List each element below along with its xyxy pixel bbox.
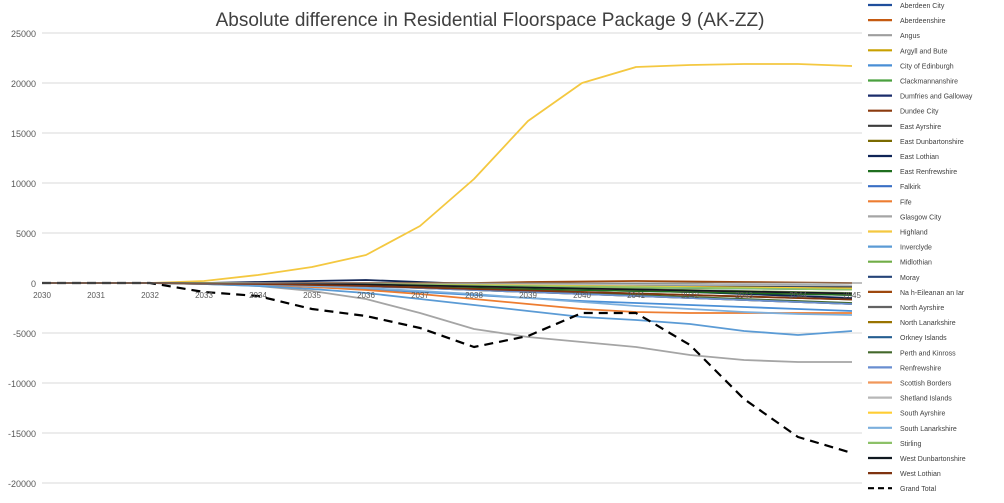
series-line-glasgow-city [42, 282, 852, 363]
x-tick-label: 2036 [357, 291, 375, 300]
legend-label: Fife [900, 199, 912, 206]
legend-label: Clackmannanshire [900, 79, 958, 86]
legend-label: North Ayrshire [900, 305, 944, 312]
x-tick-label: 2035 [303, 291, 321, 300]
legend-label: Na h-Eileanan an Iar [900, 290, 965, 297]
y-axis-ticks: 25000 20000 15000 10000 5000 0 -5000 -10000 -150… [8, 29, 36, 489]
legend-label: Falkirk [900, 184, 921, 191]
x-tick-label: 2037 [411, 291, 429, 300]
x-tick-label: 2045 [843, 291, 861, 300]
legend-label: Glasgow City [900, 214, 942, 221]
x-tick-label: 2030 [33, 291, 51, 300]
series-line-grand-total [42, 281, 853, 455]
legend-label: Angus [900, 33, 920, 40]
legend-label: Argyll and Bute [900, 48, 948, 55]
legend-label: Midlothian [900, 260, 932, 267]
y-tick-label: 0 [31, 279, 36, 289]
legend-label: Dumfries and Galloway [900, 94, 973, 101]
legend: Aberdeen City Aberdeenshire Angus Argyll an… [868, 3, 973, 493]
series-line-highland [42, 63, 853, 284]
x-tick-label: 2033 [195, 291, 213, 300]
legend-label: Stirling [900, 441, 922, 448]
x-tick-label: 2042 [681, 291, 699, 300]
y-tick-label: -15000 [8, 429, 36, 439]
legend-label: South Lanarkshire [900, 426, 957, 433]
legend-label: West Dunbartonshire [900, 456, 966, 463]
y-tick-label: 25000 [11, 29, 36, 39]
legend-label: Perth and Kinross [900, 350, 956, 357]
legend-label: Inverclyde [900, 245, 932, 252]
y-tick-label: -5000 [13, 329, 36, 339]
x-tick-label: 2043 [735, 291, 753, 300]
x-tick-label: 2032 [141, 291, 159, 300]
chart-title: Absolute difference in Residential Floor… [216, 10, 765, 31]
y-tick-label: -20000 [8, 479, 36, 489]
x-tick-label: 2041 [627, 291, 645, 300]
y-tick-label: -10000 [8, 379, 36, 389]
legend-label: North Lanarkshire [900, 320, 956, 327]
legend-label: East Dunbartonshire [900, 139, 964, 146]
legend-label: Moray [900, 275, 920, 282]
gridlines [42, 32, 862, 484]
legend-label: East Renfrewshire [900, 169, 957, 176]
legend-label: Grand Total [900, 486, 937, 493]
legend-label: Renfrewshire [900, 365, 941, 372]
y-tick-label: 20000 [11, 79, 36, 89]
x-tick-label: 2034 [249, 291, 267, 300]
x-tick-label: 2038 [465, 291, 483, 300]
x-tick-label: 2031 [87, 291, 105, 300]
legend-label: East Lothian [900, 154, 939, 161]
x-tick-label: 2044 [789, 291, 807, 300]
x-tick-label: 2040 [573, 291, 591, 300]
legend-label: Aberdeenshire [900, 18, 946, 25]
y-tick-label: 5000 [16, 229, 36, 239]
legend-label: Shetland Islands [900, 396, 952, 403]
legend-label: Dundee City [900, 109, 939, 116]
legend-label: East Ayrshire [900, 124, 941, 131]
y-tick-label: 15000 [11, 129, 36, 139]
legend-label: West Lothian [900, 471, 941, 478]
x-axis-ticks: 2030 2031 2032 2033 2034 2035 2036 2037 2038 2039… [33, 291, 861, 300]
x-tick-label: 2039 [519, 291, 537, 300]
legend-label: South Ayrshire [900, 411, 946, 418]
legend-label: City of Edinburgh [900, 63, 954, 70]
legend-label: Orkney Islands [900, 335, 947, 342]
legend-label: Aberdeen City [900, 3, 945, 10]
legend-label: Highland [900, 230, 928, 237]
series-lines [42, 63, 853, 455]
y-tick-label: 10000 [11, 179, 36, 189]
legend-label: Scottish Borders [900, 381, 952, 388]
